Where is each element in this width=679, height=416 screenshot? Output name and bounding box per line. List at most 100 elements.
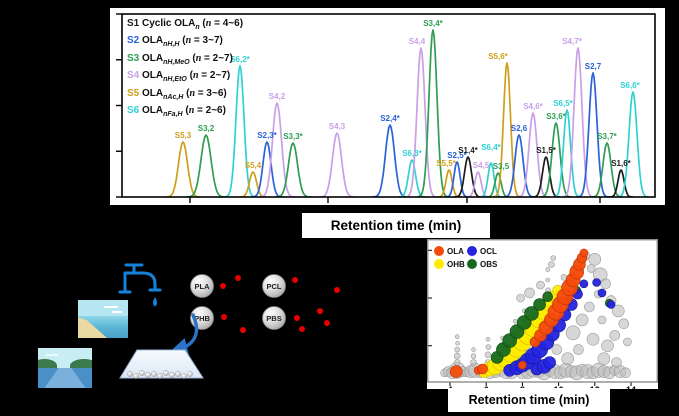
pellet-sphere	[169, 372, 175, 378]
legend-entry-S6: S6 OLAnFa,H (n = 2~6)	[127, 105, 226, 119]
peak-label-S6,5*: S6,5*	[553, 99, 573, 108]
legend-entry-S1: S1 Cyclic OLAn (n = 4~6)	[127, 18, 244, 31]
peak-S3,7*	[591, 142, 623, 197]
bubble-unidentified	[470, 353, 477, 359]
polymer-label-pla: PLA	[195, 282, 211, 291]
faucet-icon	[118, 263, 162, 294]
bubble-unidentified	[516, 293, 525, 303]
polymer-sphere-pbs	[262, 306, 286, 330]
polymer-label-phb: PHB	[194, 314, 210, 323]
bubble-OLA	[579, 248, 589, 258]
sample-prep-diagram: PLA PCL PHB PBS	[118, 263, 340, 379]
peak-S1,4*	[454, 156, 482, 197]
faucet-body	[123, 271, 157, 292]
peak-label-S4,4: S4,4	[409, 37, 426, 46]
legend-dot-OLA	[434, 246, 444, 256]
legend-label-OLA: OLA	[447, 247, 464, 256]
legend-dot-OCL	[467, 246, 477, 256]
bubble-unidentified	[455, 340, 460, 346]
monomer-dot	[294, 315, 300, 321]
peak-S4,6*	[516, 112, 550, 197]
monomer-dot	[324, 320, 330, 326]
peak-S3,2	[185, 134, 227, 197]
peak-label-S1,6*: S1,6*	[611, 159, 631, 168]
peak-label-S4,5: S4,5	[473, 161, 490, 170]
peak-S5,3	[165, 141, 201, 197]
peak-label-S3,6*: S3,6*	[546, 112, 566, 121]
plot-border	[427, 239, 658, 383]
peak-label-S3,2: S3,2	[198, 124, 215, 133]
bubble-plot: 4 6 8 10 12 14 OLA OCL OHB OBS	[427, 239, 658, 389]
bubble-OLA	[449, 365, 463, 378]
bubble-unidentified	[565, 325, 581, 341]
bubbles-group	[440, 248, 632, 381]
bubble-unidentified	[454, 334, 460, 339]
bubble-unidentified	[618, 318, 630, 330]
peak-label-S5,3: S5,3	[175, 131, 192, 140]
pellet-sphere	[181, 373, 187, 379]
chromatogram-panel: S5,3 S3,2 S6,2* S5,4 S2,3* S4,2 S3,3* S4,3 S2,4*…	[110, 8, 665, 205]
bubble-unidentified	[586, 264, 596, 273]
bubble-unidentified	[524, 287, 535, 299]
monomer-dot	[334, 287, 340, 293]
peak-S4,3	[318, 132, 356, 197]
bubble-OCL	[606, 300, 616, 309]
pellet-sphere	[139, 370, 145, 376]
bubble-plot-panel: 4 6 8 10 12 14 OLA OCL OHB OBS	[427, 239, 658, 389]
bubble-unidentified	[453, 359, 461, 366]
peak-S2,7	[576, 72, 610, 197]
peak-S6,5*	[552, 109, 582, 197]
bubble-unidentified	[470, 359, 477, 366]
bubble-plot-xaxis-label: Retention time (min)	[448, 388, 610, 412]
bubble-unidentified	[575, 313, 589, 327]
peak-label-S3,3*: S3,3*	[283, 132, 303, 141]
peak-label-S2,6: S2,6	[511, 124, 528, 133]
x-tick-label: 14	[626, 385, 636, 389]
bubble-OLA	[518, 360, 527, 370]
bubble-unidentified	[512, 318, 518, 324]
peak-label-S5,6*: S5,6*	[488, 52, 508, 61]
bubble-unidentified	[586, 333, 600, 346]
bubble-OCL	[597, 288, 607, 298]
bubble-unidentified	[545, 277, 550, 283]
peak-label-S2,5*: S2,5*	[447, 151, 467, 160]
peak-label-S4,6*: S4,6*	[523, 102, 543, 111]
peak-S4,2	[258, 102, 296, 197]
peaks-group	[165, 29, 650, 197]
legend-entry-S3: S3 OLAnH,MeO (n = 2~7)	[127, 52, 233, 66]
peak-label-S1,4*: S1,4*	[458, 146, 478, 155]
peak-S2,6	[502, 134, 536, 197]
x-tick-label: 6	[484, 385, 489, 389]
peak-S1,5*	[532, 156, 560, 197]
peak-S6,2*	[223, 65, 257, 197]
peak-S5,4	[239, 171, 267, 197]
peak-label-S1,5*: S1,5*	[536, 146, 556, 155]
monomer-dots	[220, 275, 340, 333]
bubble-OLA	[477, 363, 488, 375]
bubble-unidentified	[454, 346, 461, 353]
legend-dot-OHB	[434, 259, 444, 269]
monomer-dot	[220, 283, 226, 289]
pellet-sphere	[175, 371, 181, 377]
river-photo	[38, 348, 92, 388]
chromatogram-plot: S5,3 S3,2 S6,2* S5,4 S2,3* S4,2 S3,3* S4,3 S2,4*…	[116, 13, 656, 203]
bubble-unidentified	[453, 352, 461, 360]
bubble-unidentified	[620, 367, 631, 379]
bubble-OCL	[579, 279, 589, 289]
bubble-unidentified	[588, 252, 602, 266]
bubble-unidentified	[485, 344, 492, 350]
polymer-spheres: PLA PCL PHB PBS	[190, 274, 286, 330]
legend-entry-S4: S4 OLAnH,EtO (n = 2~7)	[127, 70, 231, 84]
pellet-sphere	[133, 373, 139, 379]
bubble-unidentified	[484, 351, 492, 359]
chromatogram-legend: S1 Cyclic OLAn (n = 4~6) S2 OLAnH,H (n = …	[127, 17, 243, 121]
peak-label-S5,5*: S5,5*	[436, 159, 456, 168]
polymer-label-pbs: PBS	[266, 314, 281, 323]
water-drop-icon	[153, 297, 157, 307]
peak-label-S6,3*: S6,3*	[402, 149, 422, 158]
bubble-unidentified	[597, 352, 611, 365]
cloud-shape	[46, 354, 58, 356]
bubble-unidentified	[536, 280, 545, 290]
bubble-unidentified	[548, 261, 555, 268]
